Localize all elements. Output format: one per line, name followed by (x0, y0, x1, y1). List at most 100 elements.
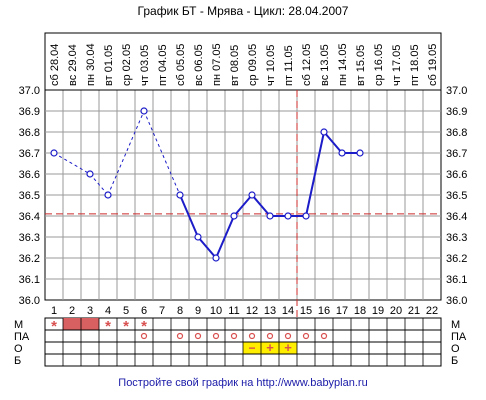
day-number: 4 (105, 305, 111, 317)
y-tick-label-left: 36.3 (19, 232, 40, 244)
day-numbers: 1 2 3 4 5 6 7 8 9 10 11 12 13 14 15 16 17 18 19 20 21 22 (51, 305, 438, 317)
row-label-left: ПА (14, 331, 30, 343)
day-number: 22 (426, 305, 438, 317)
y-axis-left: 36.0 36.1 36.2 36.3 36.4 36.5 36.6 36.7 36.8 36.9… (19, 85, 40, 307)
temperature-line-segment (179, 194, 199, 238)
y-tick-label-left: 36.1 (19, 274, 40, 286)
day-number: 19 (372, 305, 384, 317)
highlight-cell (279, 342, 297, 354)
y-axis-right: 36.0 36.1 36.2 36.3 36.4 36.5 36.6 36.7 36.8 36.9… (446, 85, 467, 307)
y-tick-label-left: 37.0 (19, 85, 40, 97)
temperature-point (356, 149, 364, 157)
temperature-line-segment (323, 131, 343, 154)
day-number: 12 (246, 305, 258, 317)
cycle-table: М М* * * *ПА ПАО О− + +Б Б (14, 317, 467, 367)
day-number: 14 (282, 305, 294, 317)
day-number: 6 (141, 305, 147, 317)
y-tick-label-left: 36.4 (19, 211, 40, 223)
star-mark: * (123, 318, 129, 335)
row-label-left: М (14, 319, 23, 331)
date-label: пт 04.05 (157, 44, 169, 86)
date-label: ср 16.05 (373, 44, 385, 86)
date-label: вс 06.05 (193, 44, 205, 86)
circle-mark (212, 332, 220, 340)
day-number: 9 (195, 305, 201, 317)
temperature-point (302, 212, 310, 220)
temperature-point (86, 170, 94, 178)
date-label: вт 15.05 (355, 45, 367, 86)
circle-mark (230, 332, 238, 340)
temperature-point (176, 191, 184, 199)
temperature-point (266, 212, 274, 220)
date-label: вс 29.04 (67, 44, 79, 86)
chart-title: График БТ - Мрява - Цикл: 28.04.2007 (138, 4, 349, 18)
menses-cell (63, 318, 81, 330)
y-tick-label-left: 36.2 (19, 253, 40, 265)
temperature-point (194, 233, 202, 241)
temperature-point (248, 191, 256, 199)
temperature-point (104, 191, 112, 199)
y-tick-label-right: 36.7 (446, 148, 467, 160)
y-tick-label-right: 36.8 (446, 127, 467, 139)
day-number: 17 (336, 305, 348, 317)
y-tick-label-right: 36.4 (446, 211, 467, 223)
date-label: ср 09.05 (247, 44, 259, 86)
date-label: сб 05.05 (175, 44, 187, 86)
highlight-cell (261, 342, 279, 354)
y-tick-label-right: 36.9 (446, 106, 467, 118)
plus-mark: + (284, 340, 292, 355)
row-label-left: О (14, 343, 23, 355)
date-label: вт 01.05 (103, 45, 115, 86)
date-label: пн 14.05 (337, 43, 349, 86)
circle-mark (266, 332, 274, 340)
temperature-point (320, 128, 328, 136)
date-label: вс 13.05 (319, 44, 331, 86)
day-number: 1 (51, 305, 57, 317)
y-tick-label-right: 36.6 (446, 169, 467, 181)
day-number: 8 (177, 305, 183, 317)
day-number: 10 (210, 305, 222, 317)
temperature-point (284, 212, 292, 220)
circle-mark (176, 332, 184, 340)
y-tick-label-right: 36.1 (446, 274, 467, 286)
y-tick-label-left: 36.7 (19, 148, 40, 160)
temperature-point (50, 149, 58, 157)
temperature-series (50, 107, 364, 262)
day-number: 7 (159, 305, 165, 317)
date-label: сб 12.05 (301, 44, 313, 86)
y-tick-label-left: 36.8 (19, 127, 40, 139)
date-label: сб 19.05 (427, 44, 439, 86)
date-label: пн 30.04 (85, 43, 97, 86)
plus-mark: + (266, 340, 274, 355)
row-label-left: Б (14, 355, 21, 367)
date-label: чт 10.05 (265, 45, 277, 86)
date-label: ср 02.05 (121, 44, 133, 86)
row-label-right: О (451, 343, 460, 355)
date-label: вт 08.05 (229, 45, 241, 86)
date-labels: сб 28.04 вс 29.04 пн 30.04 вт 01.05 ср 02.05… (49, 43, 439, 86)
day-number: 13 (264, 305, 276, 317)
date-label: пт 18.05 (409, 44, 421, 86)
row-label-right: ПА (451, 331, 467, 343)
menses-cell (81, 318, 99, 330)
y-tick-label-left: 36.9 (19, 106, 40, 118)
day-number: 2 (69, 305, 75, 317)
footer-link-text[interactable]: Постройте свой график на http://www.baby… (118, 377, 368, 389)
day-number: 20 (390, 305, 402, 317)
circle-mark (194, 332, 202, 340)
temperature-line-segment (89, 173, 109, 196)
circle-mark (248, 332, 256, 340)
circle-mark (140, 332, 148, 340)
day-number: 5 (123, 305, 129, 317)
y-tick-label-right: 36.5 (446, 190, 467, 202)
temperature-point (212, 254, 220, 262)
date-label: пт 11.05 (283, 45, 295, 86)
highlight-cell (243, 342, 261, 354)
star-mark: * (141, 318, 147, 335)
minus-mark: − (248, 341, 255, 355)
y-tick-label-right: 36.2 (446, 253, 467, 265)
y-tick-label-left: 36.6 (19, 169, 40, 181)
day-number: 16 (318, 305, 330, 317)
day-number: 21 (408, 305, 420, 317)
